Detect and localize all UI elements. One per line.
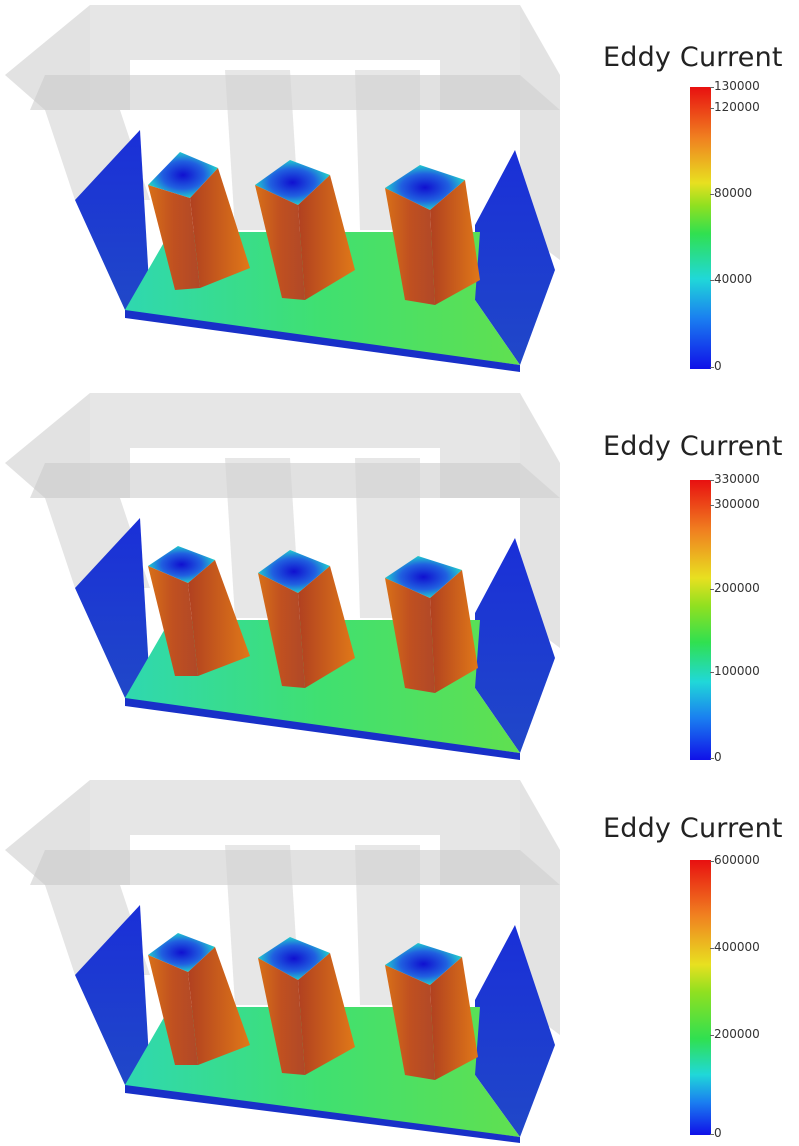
eddy-current-render-2 [5, 393, 560, 760]
tick-2-c: 100000 [710, 664, 760, 678]
colorbar-3 [690, 860, 711, 1135]
panel-3: Eddy Current 600000 400000 200000 0 [0, 775, 799, 1146]
column-1 [148, 933, 250, 1065]
column-2 [258, 937, 355, 1075]
panel-2: Eddy Current 330000 300000 200000 100000… [0, 388, 799, 770]
column-1 [148, 546, 250, 676]
tick-2-zero: 0 [710, 750, 722, 764]
legend-title-3: Eddy Current [603, 813, 783, 844]
panel-1: Eddy Current 130000 120000 80000 40000 0 [0, 0, 799, 382]
column-1 [148, 152, 250, 290]
tick-1-c: 40000 [709, 272, 753, 286]
column-2 [258, 550, 355, 688]
tick-3-zero: 0 [710, 1126, 722, 1140]
colorbar-1 [690, 87, 711, 369]
tick-2-max: 330000 [710, 472, 760, 486]
tick-3-max: 600000 [710, 853, 760, 867]
column-3 [385, 943, 478, 1080]
tick-1-zero: 0 [710, 359, 722, 373]
eddy-current-render-1 [5, 5, 560, 372]
tick-1-max: 130000 [710, 79, 760, 93]
eddy-current-render-3 [5, 780, 560, 1143]
column-3 [385, 556, 478, 693]
tick-1-b: 80000 [709, 186, 753, 200]
tick-2-a: 300000 [710, 497, 760, 511]
tick-2-b: 200000 [710, 581, 760, 595]
tick-3-a: 400000 [710, 940, 760, 954]
legend-title-1: Eddy Current [603, 42, 783, 73]
column-2 [255, 160, 355, 300]
tick-3-b: 200000 [710, 1027, 760, 1041]
colorbar-2 [690, 480, 711, 760]
tick-1-a: 120000 [710, 100, 760, 114]
legend-title-2: Eddy Current [603, 431, 783, 462]
column-3 [385, 165, 480, 305]
